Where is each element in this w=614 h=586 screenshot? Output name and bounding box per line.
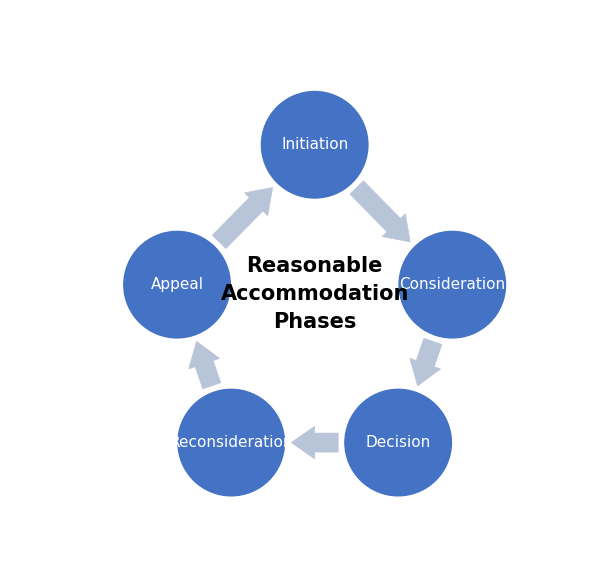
Text: Consideration: Consideration <box>399 277 505 292</box>
Polygon shape <box>350 181 410 242</box>
Circle shape <box>262 91 368 198</box>
Circle shape <box>399 231 505 338</box>
Polygon shape <box>291 427 338 459</box>
Circle shape <box>345 389 451 496</box>
Circle shape <box>124 231 230 338</box>
Polygon shape <box>188 342 220 389</box>
Polygon shape <box>212 188 273 248</box>
Text: Appeal: Appeal <box>150 277 204 292</box>
Text: Initiation: Initiation <box>281 137 348 152</box>
Circle shape <box>178 389 284 496</box>
Text: Reasonable
Accommodation
Phases: Reasonable Accommodation Phases <box>220 255 409 332</box>
Text: Reconsideration: Reconsideration <box>169 435 293 450</box>
Text: Decision: Decision <box>365 435 431 450</box>
Polygon shape <box>410 338 442 386</box>
